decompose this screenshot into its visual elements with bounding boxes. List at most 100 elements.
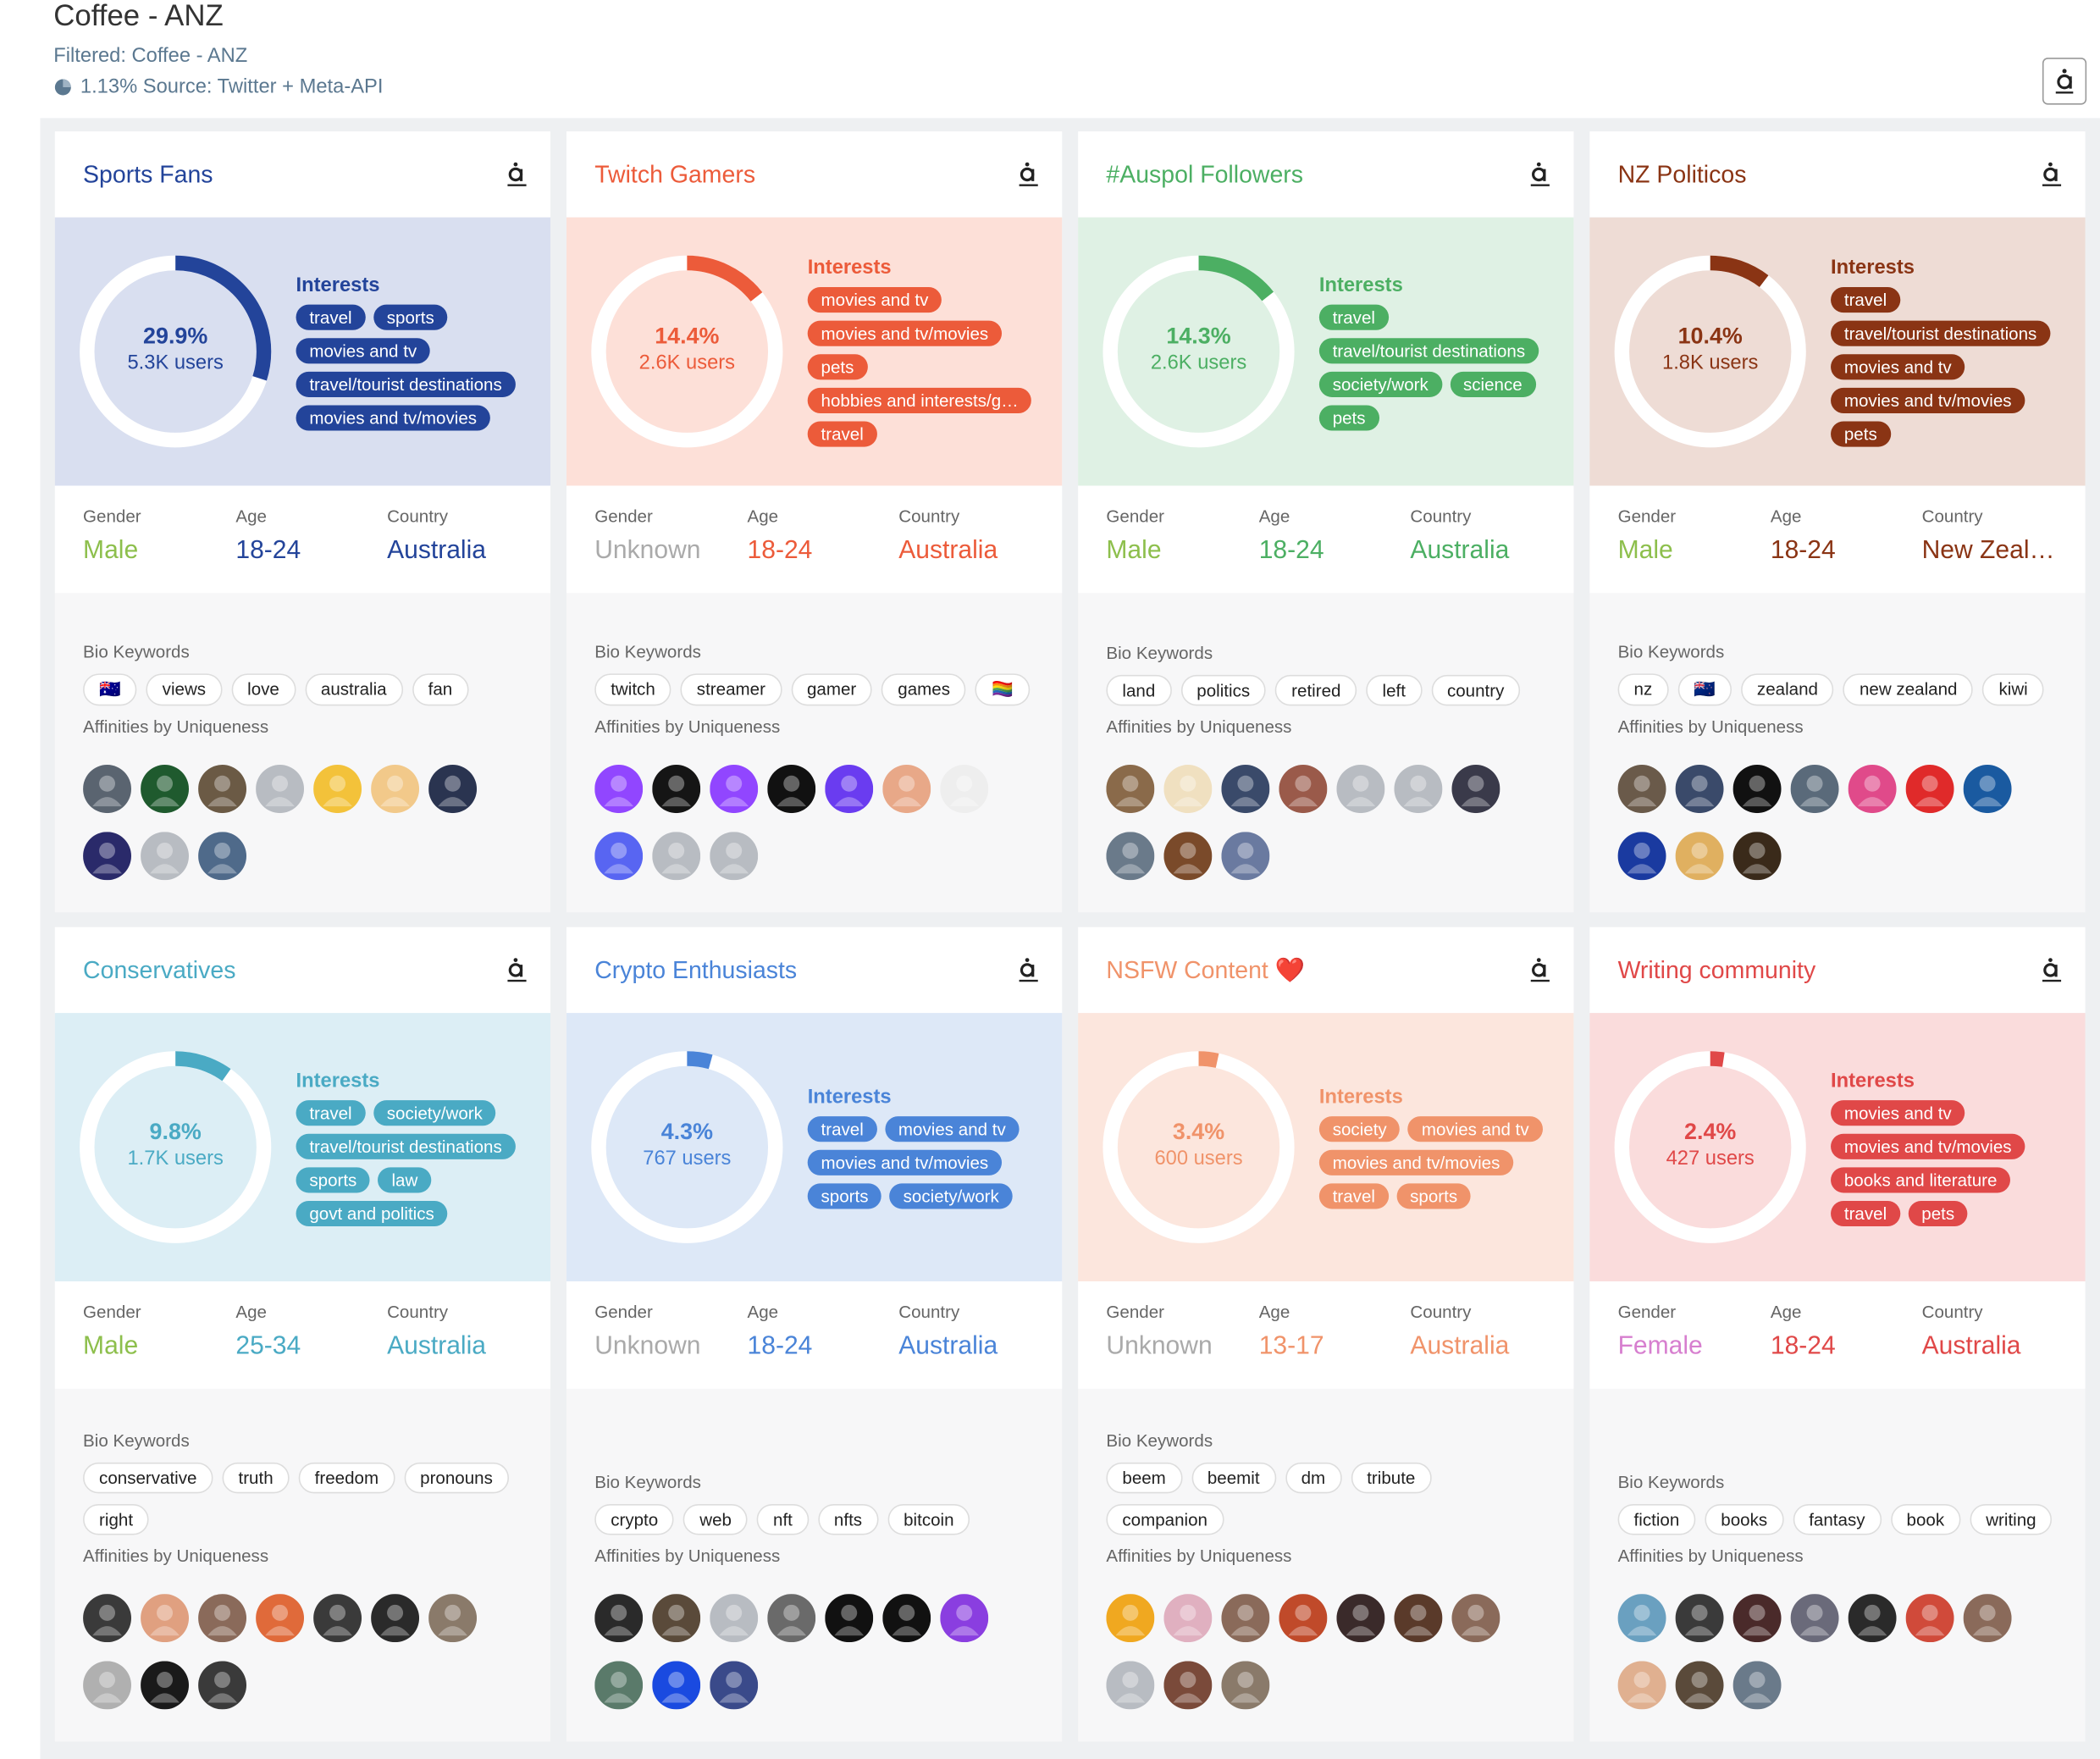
brand-button[interactable] [2042,58,2087,105]
donut-percent: 29.9% [143,324,207,349]
avatar[interactable] [428,765,478,814]
avatar[interactable] [141,832,190,881]
avatar[interactable] [652,1594,701,1643]
avatar[interactable] [141,1661,190,1710]
icon-dot [1536,162,1541,167]
avatar[interactable] [1848,765,1897,814]
avatar[interactable] [1163,1661,1213,1710]
avatar[interactable] [1163,765,1213,814]
avatar[interactable] [1905,1594,1954,1643]
avatar[interactable] [256,1594,305,1643]
avatar[interactable] [198,832,247,881]
avatar[interactable] [767,765,816,814]
avatar[interactable] [1617,1594,1666,1643]
avatar[interactable] [198,765,247,814]
avatar[interactable] [83,832,131,881]
country-value: Australia [1410,536,1510,565]
avatar[interactable] [1106,1661,1155,1710]
avatar-head [1864,775,1881,792]
avatar[interactable] [1106,1594,1155,1643]
avatar[interactable] [767,1594,816,1643]
card-header: Conservatives [54,927,551,1014]
avatar[interactable] [1221,1661,1270,1710]
avatar[interactable] [710,1661,759,1710]
avatar[interactable] [1279,765,1328,814]
avatar[interactable] [1451,1594,1500,1643]
avatar[interactable] [710,832,759,881]
avatar[interactable] [1221,765,1270,814]
avatar[interactable] [940,1594,989,1643]
avatar-body [1627,864,1657,874]
avatar[interactable] [256,765,305,814]
avatar[interactable] [1221,1594,1270,1643]
avatar[interactable] [1336,765,1385,814]
avatar[interactable] [198,1594,247,1643]
avatar[interactable] [428,1594,478,1643]
avatar[interactable] [1675,1661,1724,1710]
avatar[interactable] [1106,765,1155,814]
avatar[interactable] [1221,832,1270,881]
bio-label: Bio Keywords [594,641,701,662]
avatar[interactable] [1163,832,1213,881]
avatar[interactable] [313,1594,362,1643]
avatar[interactable] [1905,765,1954,814]
avatar-body [92,864,122,874]
avatar[interactable] [594,1661,644,1710]
avatar[interactable] [1675,832,1724,881]
avatar[interactable] [1163,1594,1213,1643]
avatar[interactable] [1732,832,1782,881]
avatar[interactable] [371,765,420,814]
avatar[interactable] [882,1594,931,1643]
avatar[interactable] [652,765,701,814]
avatar-bg [1221,1594,1270,1643]
avatar[interactable] [1617,1661,1666,1710]
avatar[interactable] [710,765,759,814]
avatar[interactable] [1732,1661,1782,1710]
avatar-body [1346,797,1376,807]
avatar[interactable] [1279,1594,1328,1643]
avatar[interactable] [825,1594,874,1643]
avatar[interactable] [1732,765,1782,814]
icon-ring [1532,167,1546,182]
avatar[interactable] [1675,1594,1724,1643]
avatar[interactable] [1394,1594,1443,1643]
avatar[interactable] [141,1594,190,1643]
avatar[interactable] [882,765,931,814]
avatar[interactable] [83,1661,131,1710]
avatar-body [207,797,237,807]
donut-track [1614,1051,1806,1243]
avatar[interactable] [1617,832,1666,881]
avatar[interactable] [1106,832,1155,881]
avatar[interactable] [594,1594,644,1643]
avatar[interactable] [940,765,989,814]
avatar[interactable] [198,1661,247,1710]
avatar[interactable] [313,765,362,814]
avatar[interactable] [652,832,701,881]
avatar[interactable] [83,765,131,814]
avatar[interactable] [141,765,190,814]
avatar[interactable] [1336,1594,1385,1643]
avatar[interactable] [1790,765,1839,814]
avatar[interactable] [1848,1594,1897,1643]
avatar-head [157,842,174,859]
donut-users: 600 users [1154,1148,1242,1170]
avatar-bg [1106,1594,1155,1643]
avatar[interactable] [1617,765,1666,814]
avatar[interactable] [594,832,644,881]
avatar[interactable] [1963,1594,2012,1643]
avatar[interactable] [1394,765,1443,814]
avatar[interactable] [710,1594,759,1643]
avatar-body [719,864,749,874]
avatar[interactable] [652,1661,701,1710]
age-label: Age [747,506,779,527]
gender-label: Gender [1106,506,1165,527]
avatar[interactable] [371,1594,420,1643]
avatar[interactable] [83,1594,131,1643]
avatar[interactable] [1963,765,2012,814]
avatar[interactable] [1790,1594,1839,1643]
avatar[interactable] [1675,765,1724,814]
avatar[interactable] [825,765,874,814]
avatar[interactable] [594,765,644,814]
avatar[interactable] [1732,1594,1782,1643]
avatar[interactable] [1451,765,1500,814]
